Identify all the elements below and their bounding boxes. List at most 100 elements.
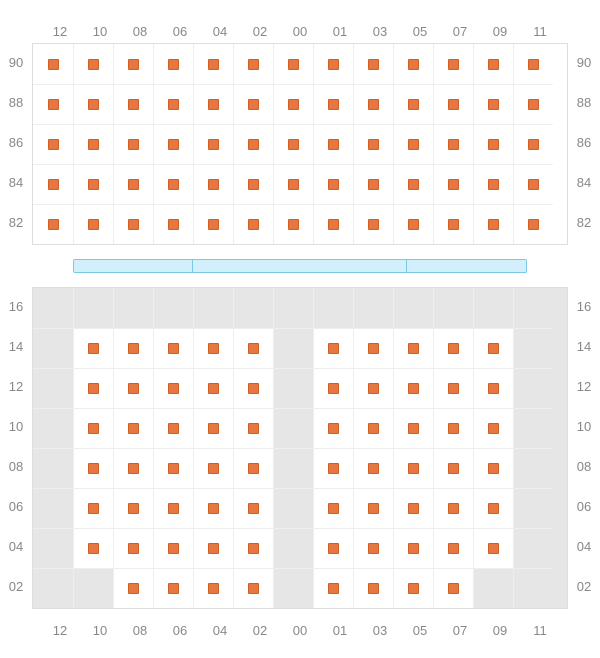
seat-cell[interactable] xyxy=(273,124,313,164)
seat-cell[interactable] xyxy=(73,44,113,84)
seat-cell[interactable] xyxy=(393,204,433,244)
seat-cell[interactable] xyxy=(433,408,473,448)
seat-cell[interactable] xyxy=(193,448,233,488)
seat-cell[interactable] xyxy=(113,204,153,244)
seat-cell[interactable] xyxy=(193,328,233,368)
seat-cell[interactable] xyxy=(153,328,193,368)
seat-cell[interactable] xyxy=(153,44,193,84)
seat-cell[interactable] xyxy=(193,124,233,164)
seat-cell[interactable] xyxy=(193,568,233,608)
seat-cell[interactable] xyxy=(113,164,153,204)
seat-cell[interactable] xyxy=(193,204,233,244)
seat-cell[interactable] xyxy=(513,124,553,164)
seat-cell[interactable] xyxy=(393,124,433,164)
seat-cell[interactable] xyxy=(313,568,353,608)
seat-cell[interactable] xyxy=(473,488,513,528)
seat-cell[interactable] xyxy=(433,448,473,488)
seat-cell[interactable] xyxy=(433,368,473,408)
seat-cell[interactable] xyxy=(473,164,513,204)
seat-cell[interactable] xyxy=(353,408,393,448)
seat-cell[interactable] xyxy=(353,368,393,408)
seat-cell[interactable] xyxy=(193,368,233,408)
seat-cell[interactable] xyxy=(233,44,273,84)
seat-cell[interactable] xyxy=(393,164,433,204)
seat-cell[interactable] xyxy=(233,448,273,488)
seat-cell[interactable] xyxy=(433,488,473,528)
seat-cell[interactable] xyxy=(473,408,513,448)
seat-cell[interactable] xyxy=(473,328,513,368)
seat-cell[interactable] xyxy=(73,124,113,164)
seat-cell[interactable] xyxy=(233,328,273,368)
seat-cell[interactable] xyxy=(73,368,113,408)
seat-cell[interactable] xyxy=(233,408,273,448)
seat-cell[interactable] xyxy=(393,44,433,84)
seat-cell[interactable] xyxy=(193,488,233,528)
seat-cell[interactable] xyxy=(233,124,273,164)
seat-cell[interactable] xyxy=(273,204,313,244)
seat-cell[interactable] xyxy=(393,408,433,448)
seat-cell[interactable] xyxy=(313,124,353,164)
seat-cell[interactable] xyxy=(393,368,433,408)
seat-cell[interactable] xyxy=(393,568,433,608)
seat-cell[interactable] xyxy=(193,528,233,568)
seat-cell[interactable] xyxy=(73,84,113,124)
seat-cell[interactable] xyxy=(73,328,113,368)
seat-cell[interactable] xyxy=(393,84,433,124)
seat-cell[interactable] xyxy=(513,84,553,124)
seat-cell[interactable] xyxy=(513,44,553,84)
seat-cell[interactable] xyxy=(33,84,73,124)
seat-cell[interactable] xyxy=(473,528,513,568)
seat-cell[interactable] xyxy=(473,84,513,124)
seat-cell[interactable] xyxy=(313,448,353,488)
seat-cell[interactable] xyxy=(113,528,153,568)
seat-cell[interactable] xyxy=(153,204,193,244)
seat-cell[interactable] xyxy=(433,328,473,368)
seat-cell[interactable] xyxy=(113,84,153,124)
seat-cell[interactable] xyxy=(153,528,193,568)
seat-cell[interactable] xyxy=(273,44,313,84)
seat-cell[interactable] xyxy=(513,204,553,244)
seat-cell[interactable] xyxy=(393,328,433,368)
seat-cell[interactable] xyxy=(113,328,153,368)
seat-cell[interactable] xyxy=(273,164,313,204)
seat-cell[interactable] xyxy=(433,528,473,568)
seat-cell[interactable] xyxy=(353,124,393,164)
seat-cell[interactable] xyxy=(233,84,273,124)
seat-cell[interactable] xyxy=(313,84,353,124)
seat-cell[interactable] xyxy=(193,44,233,84)
seat-cell[interactable] xyxy=(433,204,473,244)
seat-cell[interactable] xyxy=(313,488,353,528)
seat-cell[interactable] xyxy=(73,204,113,244)
seat-cell[interactable] xyxy=(233,488,273,528)
seat-cell[interactable] xyxy=(353,204,393,244)
seat-cell[interactable] xyxy=(353,164,393,204)
seat-cell[interactable] xyxy=(473,204,513,244)
seat-cell[interactable] xyxy=(473,124,513,164)
seat-cell[interactable] xyxy=(233,204,273,244)
seat-cell[interactable] xyxy=(233,164,273,204)
seat-cell[interactable] xyxy=(433,124,473,164)
seat-cell[interactable] xyxy=(313,328,353,368)
seat-cell[interactable] xyxy=(313,368,353,408)
seat-cell[interactable] xyxy=(113,568,153,608)
seat-cell[interactable] xyxy=(313,164,353,204)
seat-cell[interactable] xyxy=(273,84,313,124)
seat-cell[interactable] xyxy=(233,368,273,408)
seat-cell[interactable] xyxy=(353,528,393,568)
seat-cell[interactable] xyxy=(353,44,393,84)
seat-cell[interactable] xyxy=(193,164,233,204)
seat-cell[interactable] xyxy=(33,204,73,244)
seat-cell[interactable] xyxy=(113,44,153,84)
seat-cell[interactable] xyxy=(153,488,193,528)
seat-cell[interactable] xyxy=(33,44,73,84)
seat-cell[interactable] xyxy=(433,164,473,204)
seat-cell[interactable] xyxy=(113,488,153,528)
seat-cell[interactable] xyxy=(353,568,393,608)
seat-cell[interactable] xyxy=(393,528,433,568)
seat-cell[interactable] xyxy=(113,124,153,164)
seat-cell[interactable] xyxy=(153,568,193,608)
seat-cell[interactable] xyxy=(153,84,193,124)
seat-cell[interactable] xyxy=(473,448,513,488)
seat-cell[interactable] xyxy=(73,448,113,488)
seat-cell[interactable] xyxy=(33,164,73,204)
